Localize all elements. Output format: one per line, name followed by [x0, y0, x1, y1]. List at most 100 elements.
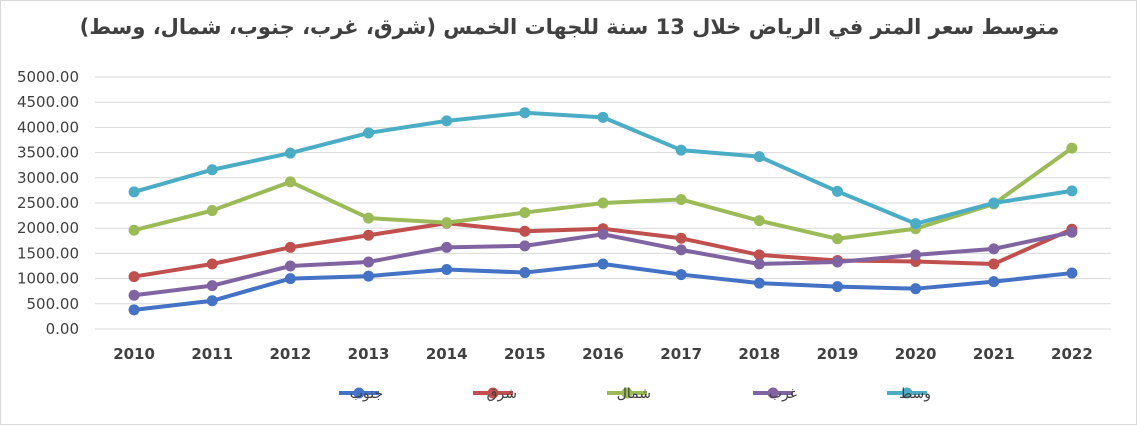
data-point	[753, 277, 765, 289]
data-point	[831, 185, 843, 197]
series-جنوب	[128, 258, 1078, 316]
data-point	[441, 217, 453, 229]
legend-item: جنوب	[339, 386, 383, 402]
legend-item: غرب	[753, 386, 797, 402]
data-point	[206, 280, 218, 292]
series-وسط	[128, 107, 1078, 230]
x-tick-label: 2011	[191, 345, 233, 363]
data-point	[519, 267, 531, 279]
data-point	[675, 193, 687, 205]
data-point	[597, 197, 609, 209]
data-point	[910, 218, 922, 230]
y-tick-label: 2000.00	[17, 219, 79, 237]
data-point	[206, 164, 218, 176]
data-point	[363, 127, 375, 139]
y-axis-ticks: 0.00 500.00 1000.00 1500.00 2000.00 2500.00 30…	[17, 68, 79, 338]
data-point	[363, 229, 375, 241]
data-point	[675, 232, 687, 244]
data-point	[363, 270, 375, 282]
y-tick-label: 4000.00	[17, 118, 79, 136]
legend-swatch-marker	[487, 387, 499, 399]
data-point	[988, 258, 1000, 270]
y-tick-label: 4500.00	[17, 93, 79, 111]
legend-label: شرق	[487, 386, 517, 402]
y-tick-label: 500.00	[27, 295, 80, 313]
data-point	[363, 256, 375, 268]
data-point	[284, 176, 296, 188]
legend-label: غرب	[769, 386, 797, 402]
data-point	[831, 233, 843, 245]
data-point	[675, 144, 687, 156]
data-point	[597, 258, 609, 270]
data-point	[363, 212, 375, 224]
legend-swatch-marker	[767, 387, 779, 399]
y-tick-label: 1000.00	[17, 270, 79, 288]
data-point	[753, 249, 765, 261]
data-point	[519, 107, 531, 119]
x-tick-label: 2014	[426, 345, 468, 363]
data-point	[1066, 142, 1078, 154]
legend-swatch-marker	[621, 387, 633, 399]
data-point	[910, 249, 922, 261]
series-lines	[128, 107, 1078, 316]
data-point	[441, 264, 453, 276]
legend-item: شرق	[473, 386, 517, 402]
x-tick-label: 2016	[582, 345, 624, 363]
y-tick-label: 1500.00	[17, 244, 79, 262]
data-point	[1066, 226, 1078, 238]
legend: جنوب شرق شمال غرب وسط	[339, 386, 931, 402]
x-axis-ticks: 2010 2011 2012 2013 2014 2015 2016 2017 2018 2019…	[113, 345, 1093, 363]
data-point	[206, 258, 218, 270]
y-tick-label: 3000.00	[17, 169, 79, 187]
y-tick-label: 0.00	[46, 320, 79, 338]
data-point	[519, 207, 531, 219]
data-point	[128, 304, 140, 316]
data-point	[597, 111, 609, 123]
series-غرب	[128, 226, 1078, 301]
x-tick-label: 2012	[270, 345, 312, 363]
x-tick-label: 2015	[504, 345, 546, 363]
data-point	[831, 256, 843, 268]
x-tick-label: 2020	[895, 345, 937, 363]
data-point	[675, 269, 687, 281]
data-point	[519, 240, 531, 252]
data-point	[128, 224, 140, 236]
data-point	[441, 115, 453, 127]
data-point	[284, 260, 296, 272]
y-tick-label: 3500.00	[17, 144, 79, 162]
data-point	[753, 151, 765, 163]
data-point	[988, 243, 1000, 255]
data-point	[675, 244, 687, 256]
x-tick-label: 2010	[113, 345, 155, 363]
data-point	[988, 197, 1000, 209]
data-point	[284, 147, 296, 159]
data-point	[1066, 185, 1078, 197]
data-point	[128, 289, 140, 301]
legend-label: وسط	[899, 386, 931, 402]
data-point	[1066, 267, 1078, 279]
x-tick-label: 2022	[1051, 345, 1093, 363]
legend-item: وسط	[887, 386, 931, 402]
data-point	[753, 258, 765, 270]
legend-item: شمال	[607, 386, 651, 402]
x-tick-label: 2019	[817, 345, 859, 363]
chart-title: متوسط سعر المتر في الرياض خلال 13 سنة لل…	[79, 15, 1060, 39]
data-point	[284, 273, 296, 285]
x-tick-label: 2021	[973, 345, 1015, 363]
y-tick-label: 5000.00	[17, 68, 79, 86]
x-tick-label: 2018	[738, 345, 780, 363]
legend-label: جنوب	[350, 386, 383, 402]
data-point	[206, 295, 218, 307]
x-tick-label: 2017	[660, 345, 702, 363]
x-tick-label: 2013	[348, 345, 390, 363]
legend-swatch-marker	[901, 387, 913, 399]
data-point	[831, 281, 843, 293]
data-point	[753, 215, 765, 227]
data-point	[128, 271, 140, 283]
data-point	[597, 228, 609, 240]
data-point	[910, 283, 922, 295]
y-tick-label: 2500.00	[17, 194, 79, 212]
data-point	[441, 241, 453, 253]
data-point	[128, 186, 140, 198]
